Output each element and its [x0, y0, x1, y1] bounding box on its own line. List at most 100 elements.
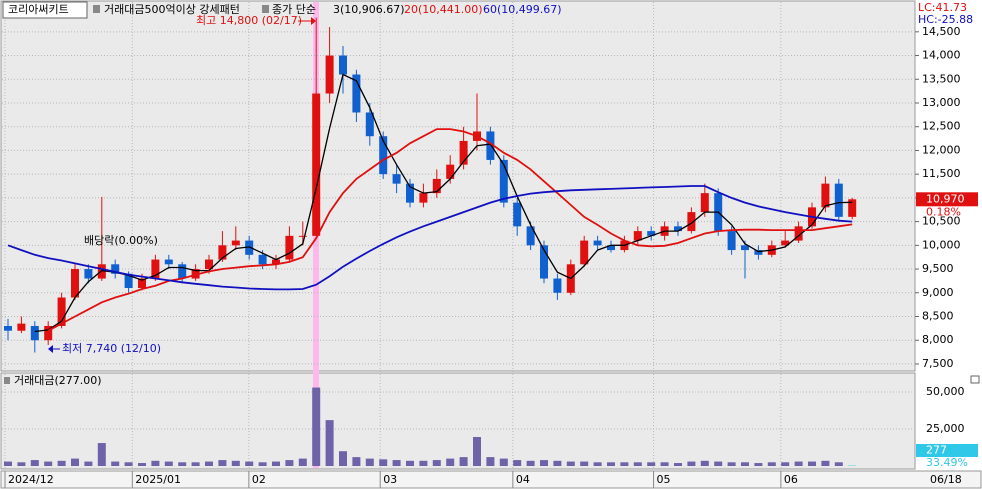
volume-bar: [325, 420, 334, 466]
volume-bar: [607, 462, 615, 466]
candle-body: [325, 55, 334, 94]
candle-body: [741, 245, 749, 251]
pane-button[interactable]: [970, 375, 980, 384]
candle-body: [151, 259, 160, 279]
candle-body: [30, 325, 39, 341]
volume-bar: [754, 463, 763, 466]
volume-label-box: [916, 444, 978, 457]
candle-body: [540, 245, 548, 279]
volume-bar: [593, 462, 602, 466]
pattern-icon: [93, 5, 100, 13]
y-tick-label: 12,000: [922, 143, 961, 156]
x-tick-label: 04: [516, 473, 530, 486]
candle-body: [526, 226, 535, 246]
candle-body: [459, 140, 468, 165]
candle-body: [432, 178, 441, 194]
candle-body: [339, 55, 347, 75]
candle-body: [553, 278, 562, 293]
candle-body: [392, 174, 401, 184]
candle-body: [834, 183, 843, 217]
volume-icon: [4, 377, 10, 384]
volume-bar: [647, 462, 656, 466]
y-tick-label: 11,500: [922, 167, 961, 180]
y-tick-label: 9,500: [922, 262, 954, 275]
volume-bar: [151, 460, 160, 466]
price-change: 0.18%: [926, 205, 961, 218]
candle-body: [486, 131, 495, 160]
y-tick-label: 25,000: [926, 422, 965, 435]
y-tick-label: 7,500: [922, 357, 954, 370]
legend-entry: 20(10,441.00): [404, 3, 483, 16]
candle-body: [379, 136, 388, 175]
volume-bar: [191, 462, 200, 466]
volume-bar: [540, 460, 548, 466]
volume-bar: [392, 460, 401, 466]
y-tick-label: 14,500: [922, 25, 961, 38]
volume-bar: [44, 461, 53, 466]
volume-bar: [365, 458, 374, 466]
volume-bar: [124, 462, 133, 466]
x-tick-label: 06: [784, 473, 798, 486]
volume-bar: [339, 451, 347, 466]
candle-body: [231, 240, 240, 246]
pattern-name: 거래대금500억이상 강세패턴: [104, 3, 240, 16]
candle-body: [700, 193, 709, 213]
candle-body: [312, 93, 321, 236]
volume-bar: [781, 462, 790, 466]
volume-bar: [138, 463, 146, 466]
volume-bar: [218, 460, 227, 466]
volume-bar: [432, 460, 441, 466]
volume-bar: [633, 462, 642, 466]
volume-bar: [700, 460, 709, 466]
marks: [4, 17, 857, 466]
volume-bar: [553, 460, 562, 466]
candle-body: [44, 325, 53, 341]
x-tick-label: 2024/12: [8, 473, 54, 486]
volume-bar: [4, 461, 12, 466]
volume-bar: [258, 462, 267, 466]
volume-bar: [580, 461, 589, 466]
volume-bar: [446, 458, 455, 466]
candle-body: [111, 264, 120, 274]
candle-body: [419, 193, 428, 203]
candle-body: [57, 297, 66, 326]
x-tick-label: 03: [383, 473, 397, 486]
high-arrow-head: [311, 17, 316, 25]
candle-body: [84, 269, 93, 279]
high-annotation: 최고 14,800 (02/17): [196, 14, 302, 27]
price-label-box: [916, 192, 978, 207]
candle-body: [446, 164, 455, 179]
volume-bar: [57, 460, 66, 466]
volume-bar: [352, 457, 361, 466]
y-tick-label: 14,000: [922, 49, 961, 62]
ma-icon: [262, 5, 269, 13]
volume-bar: [808, 461, 816, 466]
volume-bar: [486, 457, 495, 466]
volume-bar: [687, 461, 696, 466]
candle-body: [258, 254, 267, 265]
candle-body: [352, 74, 361, 113]
ma-prefix: 종가 단순: [272, 3, 316, 16]
candle-body: [272, 259, 280, 265]
dividend-annotation: 배당락(0.00%): [84, 234, 158, 247]
price-label: 10,970: [926, 192, 965, 205]
volume-bar: [111, 461, 120, 466]
volume-bar: [513, 460, 522, 466]
candle-body: [513, 202, 522, 227]
y-tick-label: 9,000: [922, 286, 954, 299]
candle-body: [4, 325, 12, 331]
date-axis: [0, 470, 982, 489]
y-tick-label: 50,000: [926, 385, 965, 398]
volume-bar: [714, 461, 723, 466]
candle-body: [298, 235, 307, 237]
candle-body: [499, 159, 508, 203]
volume-bar: [821, 460, 830, 466]
x-tick-label: 05: [657, 473, 671, 486]
candle-body: [285, 235, 294, 260]
hc-label: HC:-25.88: [918, 13, 973, 26]
candle-body: [17, 323, 26, 331]
y-tick-label: 13,500: [922, 72, 961, 85]
candle-body: [848, 199, 857, 217]
candle-body: [674, 226, 682, 232]
candle-body: [580, 240, 589, 265]
